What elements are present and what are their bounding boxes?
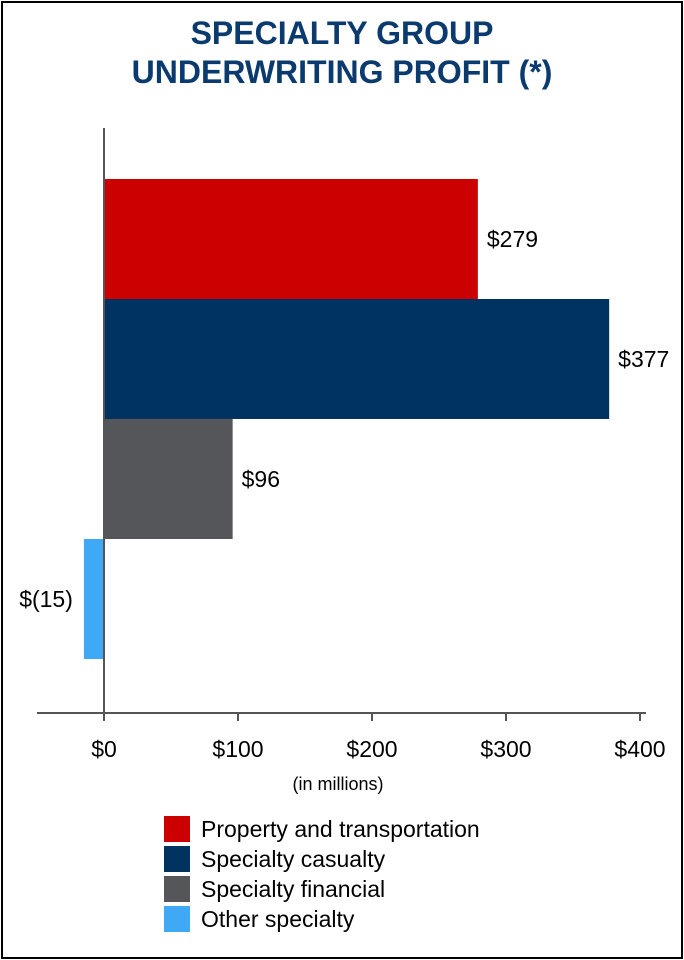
bar-0 [104, 179, 478, 299]
legend-label-casualty: Specialty casualty [201, 845, 386, 872]
bar-value-label-0: $279 [487, 226, 538, 252]
x-tick-label-0: $0 [91, 736, 117, 762]
bar-value-label-1: $377 [618, 346, 669, 372]
legend-label-property: Property and transportation [201, 815, 480, 842]
x-tick-label-2: $200 [346, 736, 397, 762]
bar-value-label-2: $96 [242, 466, 280, 492]
bar-1 [104, 299, 610, 419]
legend-swatch-casualty [164, 846, 190, 872]
legend-item-financial: Specialty financial [164, 874, 480, 904]
bar-value-label-3: $(15) [19, 586, 73, 612]
chart-title-line-1: SPECIALTY GROUP [190, 15, 494, 51]
legend-item-other: Other specialty [164, 904, 480, 934]
chart-legend: Property and transportation Specialty ca… [164, 814, 480, 934]
bar-2 [104, 419, 233, 539]
x-tick-label-4: $400 [614, 736, 665, 762]
chart-title: SPECIALTY GROUP UNDERWRITING PROFIT (*) [0, 14, 684, 92]
legend-swatch-financial [164, 876, 190, 902]
legend-item-casualty: Specialty casualty [164, 844, 480, 874]
x-axis-title: (in millions) [292, 774, 383, 794]
x-tick-label-1: $100 [212, 736, 263, 762]
x-tick-label-3: $300 [480, 736, 531, 762]
legend-item-property: Property and transportation [164, 814, 480, 844]
legend-swatch-property [164, 816, 190, 842]
legend-label-other: Other specialty [201, 905, 355, 932]
legend-swatch-other [164, 906, 190, 932]
chart-title-line-2: UNDERWRITING PROFIT (*) [131, 54, 553, 90]
bar-3 [83, 539, 104, 659]
legend-label-financial: Specialty financial [201, 875, 386, 902]
